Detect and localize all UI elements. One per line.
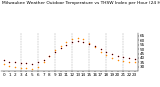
Point bbox=[8, 61, 11, 62]
Point bbox=[25, 63, 28, 64]
Point bbox=[42, 59, 45, 60]
Text: Milwaukee Weather Outdoor Temperature vs THSW Index per Hour (24 Hours): Milwaukee Weather Outdoor Temperature vs… bbox=[2, 1, 160, 5]
Point bbox=[14, 62, 16, 63]
Point bbox=[128, 57, 130, 59]
Point bbox=[71, 41, 73, 43]
Point bbox=[88, 42, 90, 44]
Point bbox=[31, 64, 33, 65]
Point bbox=[133, 62, 136, 63]
Point bbox=[99, 48, 102, 50]
Point bbox=[65, 41, 68, 43]
Point bbox=[116, 56, 119, 57]
Point bbox=[111, 57, 113, 59]
Point bbox=[37, 62, 39, 63]
Point bbox=[25, 67, 28, 68]
Point bbox=[2, 59, 5, 60]
Point bbox=[2, 59, 5, 60]
Point bbox=[2, 64, 5, 65]
Point bbox=[20, 67, 22, 68]
Point bbox=[59, 48, 62, 49]
Point bbox=[116, 59, 119, 60]
Point bbox=[48, 56, 51, 57]
Point bbox=[122, 56, 125, 58]
Point bbox=[37, 66, 39, 68]
Point bbox=[71, 41, 73, 43]
Point bbox=[54, 51, 56, 52]
Point bbox=[48, 56, 51, 57]
Point bbox=[122, 60, 125, 61]
Point bbox=[37, 62, 39, 63]
Point bbox=[20, 63, 22, 64]
Point bbox=[31, 68, 33, 69]
Point bbox=[54, 49, 56, 51]
Point bbox=[82, 41, 85, 43]
Point bbox=[94, 46, 96, 47]
Point bbox=[42, 59, 45, 60]
Point bbox=[94, 46, 96, 47]
Point bbox=[111, 54, 113, 55]
Point bbox=[31, 64, 33, 65]
Point bbox=[14, 62, 16, 63]
Point bbox=[99, 51, 102, 52]
Point bbox=[105, 51, 108, 52]
Point bbox=[59, 48, 62, 49]
Point bbox=[105, 55, 108, 56]
Point bbox=[76, 40, 79, 42]
Point bbox=[54, 51, 56, 52]
Point bbox=[76, 40, 79, 42]
Point bbox=[122, 56, 125, 58]
Point bbox=[8, 65, 11, 67]
Point bbox=[133, 58, 136, 60]
Point bbox=[111, 54, 113, 55]
Point bbox=[14, 66, 16, 68]
Point bbox=[99, 48, 102, 50]
Point bbox=[48, 56, 51, 57]
Point bbox=[82, 39, 85, 40]
Point bbox=[94, 47, 96, 48]
Point bbox=[59, 45, 62, 46]
Point bbox=[65, 44, 68, 45]
Point bbox=[88, 43, 90, 44]
Point bbox=[65, 44, 68, 45]
Point bbox=[76, 38, 79, 39]
Point bbox=[82, 41, 85, 43]
Point bbox=[105, 51, 108, 52]
Point bbox=[25, 63, 28, 64]
Point bbox=[71, 39, 73, 40]
Point bbox=[116, 56, 119, 57]
Point bbox=[88, 43, 90, 44]
Point bbox=[128, 61, 130, 62]
Point bbox=[8, 61, 11, 62]
Point bbox=[133, 58, 136, 60]
Point bbox=[128, 57, 130, 59]
Point bbox=[42, 62, 45, 63]
Point bbox=[20, 63, 22, 64]
